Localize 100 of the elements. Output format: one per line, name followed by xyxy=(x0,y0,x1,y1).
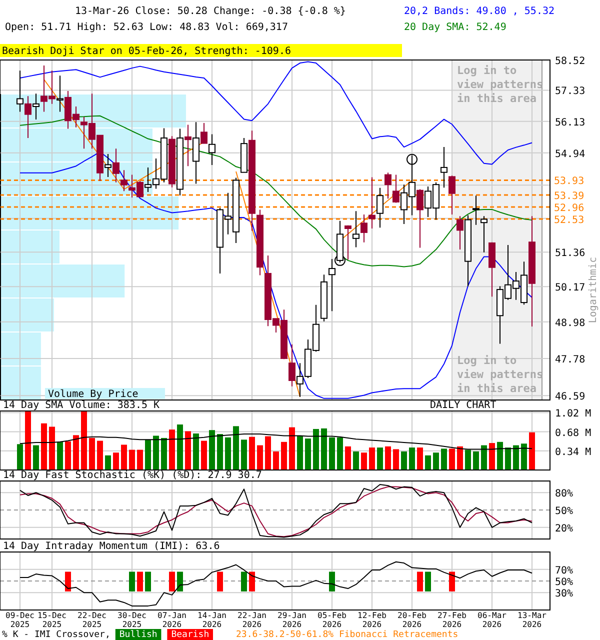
x-tick-label: 20-Feb 2026 xyxy=(398,611,427,629)
bar xyxy=(193,433,199,470)
bar xyxy=(161,438,167,470)
y-tick-label: 1.02 M xyxy=(555,408,592,420)
x-tick-label: 27-Feb 2026 xyxy=(438,611,467,629)
y-axis-title: Logarithmic xyxy=(588,256,599,324)
bar xyxy=(241,440,247,470)
bar xyxy=(377,448,383,470)
bar xyxy=(273,451,279,470)
candlestick xyxy=(104,153,112,178)
y-tick-label: 50.17 xyxy=(555,282,586,294)
x-tick-label: 13-Mar 2026 xyxy=(518,611,547,629)
bar xyxy=(529,432,535,470)
candlestick xyxy=(208,134,216,166)
bar xyxy=(97,440,103,470)
bar xyxy=(481,445,487,470)
line-series xyxy=(20,561,532,606)
chart-subtitle: Open: 51.71 High: 52.63 Low: 48.83 Vol: 669,317 xyxy=(5,22,288,33)
bar xyxy=(513,445,519,470)
x-tick-label: 22-Jan 2026 xyxy=(238,611,267,629)
bar xyxy=(177,424,183,470)
y-tick-label: 48.98 xyxy=(555,318,586,329)
candlestick xyxy=(288,344,296,387)
candlestick xyxy=(192,122,200,184)
bar xyxy=(185,431,191,470)
candlestick xyxy=(120,170,128,192)
y-tick-label: 58.52 xyxy=(555,56,586,67)
y-tick-label: 50% xyxy=(555,577,574,588)
candlestick xyxy=(328,258,336,312)
bar xyxy=(289,427,295,470)
y-tick-label: 56.13 xyxy=(555,117,586,128)
bar xyxy=(345,446,351,470)
chart-title: 14 Day SMA Volume: 383.5 K xyxy=(3,400,160,411)
y-tick-label: 46.59 xyxy=(555,392,586,403)
chart-title: 13-Mar-26 Close: 50.28 Change: -0.38 {-0.8 %} xyxy=(75,6,346,17)
candlestick xyxy=(376,187,384,228)
x-tick-label: 14-Jan 2026 xyxy=(198,611,227,629)
bar xyxy=(441,448,447,470)
ref-line-label: 53.39 xyxy=(554,191,584,202)
bar xyxy=(209,430,215,470)
bar xyxy=(201,440,207,470)
ref-line-label: 53.93 xyxy=(554,176,584,188)
text: 20,2 Bands: 49.80 , 55.32 xyxy=(404,6,555,17)
y-tick-label: 70% xyxy=(555,565,574,576)
bar xyxy=(121,444,127,470)
bar xyxy=(113,452,119,470)
bar xyxy=(257,445,263,470)
candlestick xyxy=(456,216,464,250)
bar xyxy=(169,430,175,470)
candlestick xyxy=(368,176,376,229)
candlestick xyxy=(184,124,192,167)
line-series xyxy=(20,434,532,450)
bar xyxy=(353,451,359,470)
y-tick-label: 51.36 xyxy=(555,248,586,260)
bar xyxy=(33,445,39,470)
text: Bearish xyxy=(171,630,210,640)
bar xyxy=(473,451,479,470)
bar xyxy=(89,438,95,470)
candlestick xyxy=(112,148,120,183)
bar xyxy=(129,450,135,470)
text: 23.6-38.2-50-61.8% Fibonacci Retracements xyxy=(236,630,458,640)
bar xyxy=(249,436,255,470)
candlestick xyxy=(416,188,424,248)
y-tick-label: 47.78 xyxy=(555,354,586,366)
bar xyxy=(81,412,87,470)
x-tick-label: 29-Jan 2026 xyxy=(278,611,307,629)
bar xyxy=(313,428,319,470)
bar xyxy=(41,423,47,470)
bar xyxy=(465,450,471,470)
bar xyxy=(369,448,375,470)
bar xyxy=(233,426,239,470)
candlestick xyxy=(352,210,360,248)
chart-title: 14 Day Intraday Momentum (IMI): 63.6 xyxy=(3,541,220,552)
text: Bullish xyxy=(119,630,158,640)
x-tick-label: 12-Feb 2026 xyxy=(358,611,387,629)
bar xyxy=(265,436,271,470)
candlestick xyxy=(16,70,24,112)
bar xyxy=(425,455,431,470)
candlestick xyxy=(344,224,352,260)
candlestick xyxy=(392,174,400,204)
ref-line-label: 52.53 xyxy=(554,214,584,226)
line-series xyxy=(20,115,532,268)
bar xyxy=(153,436,159,470)
bar xyxy=(73,435,79,470)
bar xyxy=(457,446,463,470)
text: 20 Day SMA: 52.49 xyxy=(404,22,506,33)
bar xyxy=(49,426,55,470)
x-tick-label: 06-Mar 2026 xyxy=(478,611,507,629)
candlestick xyxy=(472,195,480,226)
bar xyxy=(321,428,327,470)
y-tick-label: 0.68 M xyxy=(555,428,592,439)
bar xyxy=(105,455,111,470)
bar xyxy=(329,437,335,470)
candlestick xyxy=(440,146,448,188)
bar xyxy=(497,442,503,470)
x-tick-label: 07-Jan 2026 xyxy=(158,611,187,629)
bar xyxy=(305,438,311,470)
bar xyxy=(449,448,455,470)
x-tick-label: 09-Dec 2025 xyxy=(6,611,35,629)
x-tick-label: 30-Dec 2025 xyxy=(118,611,147,629)
